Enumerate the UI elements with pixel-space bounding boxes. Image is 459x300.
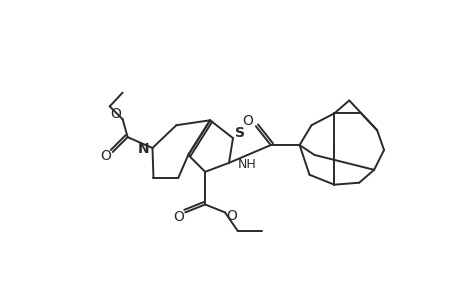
Text: O: O (242, 114, 253, 128)
Text: N: N (137, 142, 149, 156)
Text: O: O (173, 210, 183, 224)
Text: S: S (235, 126, 244, 140)
Text: O: O (110, 107, 121, 121)
Text: NH: NH (237, 158, 256, 171)
Text: O: O (100, 149, 111, 163)
Text: O: O (226, 209, 237, 224)
